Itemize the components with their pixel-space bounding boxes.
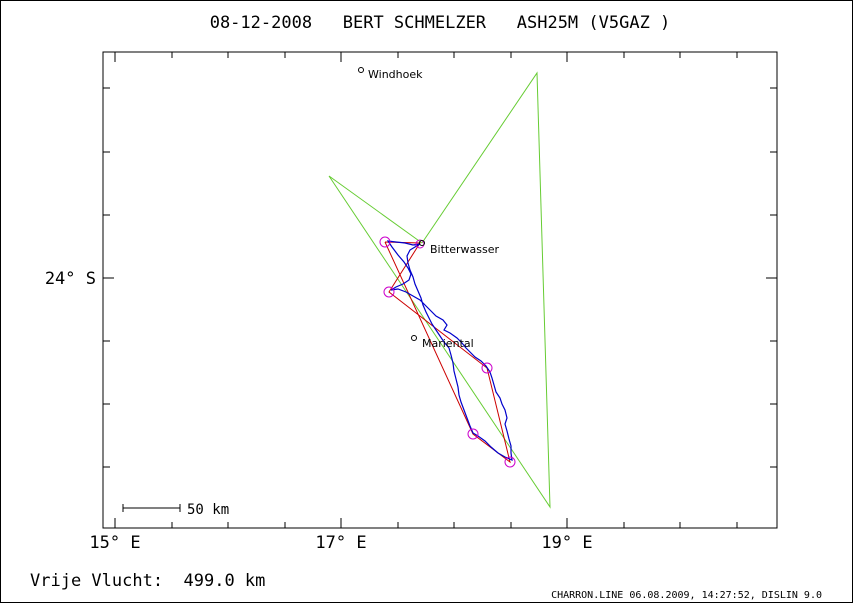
place-label-mariental: Mariental — [422, 337, 474, 350]
scale-bar — [122, 504, 181, 512]
turnpoint-marker — [383, 286, 395, 298]
plot-frame — [102, 51, 778, 529]
place-label-bitterwasser: Bitterwasser — [430, 243, 499, 256]
y-tick-label-24s: 24° S — [45, 269, 96, 289]
x-tick-label-19e: 19° E — [541, 533, 592, 553]
map-title: 08-12-2008 BERT SCHMELZER ASH25M (V5GAZ … — [210, 13, 671, 33]
flight-track — [386, 240, 513, 461]
turnpoint-marker — [504, 456, 516, 468]
turnpoints — [379, 236, 516, 468]
turnpoint-marker — [481, 362, 493, 374]
credits-line: CHARRON.LINE 06.08.2009, 14:27:52, DISLI… — [551, 590, 822, 601]
scale-bar-label: 50 km — [187, 502, 229, 518]
place-marker-bitterwasser — [419, 240, 425, 246]
turnpoint-marker — [467, 428, 479, 440]
task-legs — [384, 241, 511, 464]
x-tick-label-17e: 17° E — [315, 533, 366, 553]
place-marker-mariental — [411, 335, 417, 341]
sector-lines — [328, 71, 551, 509]
y-ticks — [103, 87, 777, 468]
place-label-windhoek: Windhoek — [368, 68, 423, 81]
x-ticks — [114, 52, 738, 528]
x-tick-label-15e: 15° E — [89, 533, 140, 553]
turnpoint-marker — [379, 236, 391, 248]
place-marker-windhoek — [358, 67, 364, 73]
flight-distance: Vrije Vlucht: 499.0 km — [30, 571, 265, 591]
